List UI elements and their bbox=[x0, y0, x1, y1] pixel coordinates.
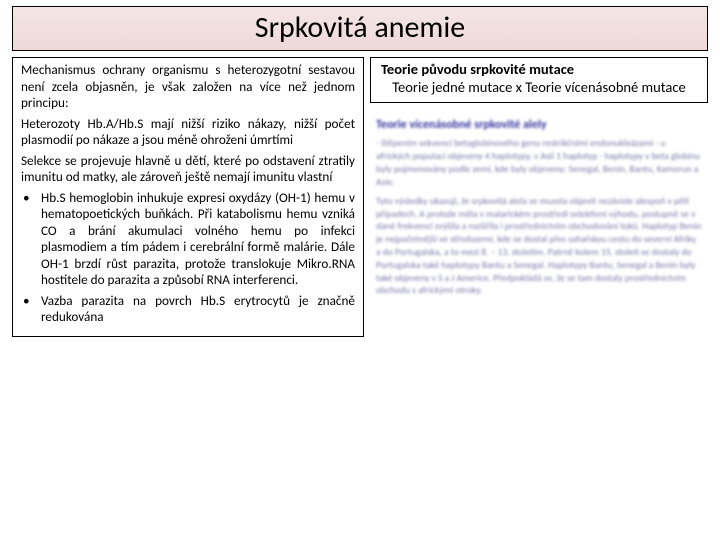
content-columns: Mechanismus ochrany organismu s heterozy… bbox=[0, 57, 720, 337]
blur-heading: Teorie vícenásobné srpkovité alely bbox=[376, 117, 702, 133]
bullet-1-text: Hb.S hemoglobin inhukuje expresi oxydázy… bbox=[41, 190, 355, 289]
theory-panel: Teorie původu srpkovité mutace Teorie je… bbox=[370, 57, 708, 103]
mechanism-panel: Mechanismus ochrany organismu s heterozy… bbox=[12, 57, 364, 337]
theory-title: Teorie původu srpkovité mutace bbox=[379, 60, 699, 78]
selection-text: Selekce se projevuje hlavně u dětí, kter… bbox=[21, 153, 355, 186]
blur-paragraph-1: - štěpením sekvencí betaglobinového genu… bbox=[376, 137, 702, 188]
bullet-marker: • bbox=[21, 190, 41, 289]
blurred-content: Teorie vícenásobné srpkovité alely - ště… bbox=[370, 113, 708, 307]
blur-paragraph-2: Tyto výsledky ukazují, že srpkovitá alel… bbox=[376, 195, 702, 298]
bullet-row: • Hb.S hemoglobin inhukuje expresi oxydá… bbox=[21, 190, 355, 289]
mechanism-intro: Mechanismus ochrany organismu s heterozy… bbox=[21, 62, 355, 112]
bullet-marker: • bbox=[21, 293, 41, 326]
bullet-row: • Vazba parazita na povrch Hb.S erytrocy… bbox=[21, 293, 355, 326]
heterozygote-text: Heterozoty Hb.A/Hb.S mají nižší riziko n… bbox=[21, 116, 355, 149]
bullet-2-text: Vazba parazita na povrch Hb.S erytrocytů… bbox=[41, 293, 355, 326]
right-column: Teorie původu srpkovité mutace Teorie je… bbox=[370, 57, 708, 337]
page-title: Srpkovitá anemie bbox=[13, 9, 707, 46]
title-box: Srpkovitá anemie bbox=[12, 6, 708, 51]
theory-subtitle: Teorie jedné mutace x Teorie vícenásobné… bbox=[379, 78, 699, 96]
